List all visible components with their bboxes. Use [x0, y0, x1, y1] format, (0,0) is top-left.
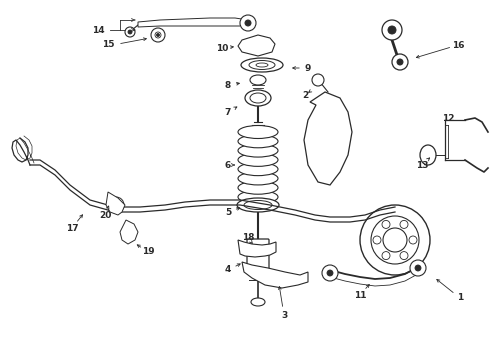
Circle shape	[312, 74, 324, 86]
Circle shape	[409, 236, 417, 244]
Text: 15: 15	[102, 40, 114, 49]
Text: 20: 20	[99, 211, 111, 220]
Ellipse shape	[241, 58, 283, 72]
Circle shape	[382, 220, 390, 228]
Circle shape	[245, 20, 251, 26]
Ellipse shape	[238, 135, 278, 148]
Text: 4: 4	[225, 266, 231, 275]
Circle shape	[327, 270, 333, 276]
Text: 3: 3	[281, 310, 287, 320]
Circle shape	[322, 265, 338, 281]
Ellipse shape	[249, 269, 267, 277]
Ellipse shape	[256, 63, 268, 67]
Circle shape	[125, 27, 135, 37]
FancyBboxPatch shape	[247, 239, 269, 271]
Circle shape	[151, 28, 165, 42]
Text: 8: 8	[225, 81, 231, 90]
Text: 19: 19	[142, 248, 154, 256]
Text: 11: 11	[354, 291, 366, 300]
Circle shape	[397, 59, 403, 65]
Circle shape	[126, 229, 132, 235]
Polygon shape	[120, 220, 138, 244]
Ellipse shape	[251, 298, 265, 306]
Text: 7: 7	[225, 108, 231, 117]
Polygon shape	[304, 92, 352, 185]
Ellipse shape	[245, 90, 271, 106]
Text: 5: 5	[225, 207, 231, 216]
Circle shape	[388, 26, 396, 34]
Circle shape	[373, 236, 381, 244]
Ellipse shape	[237, 198, 279, 212]
Circle shape	[371, 216, 419, 264]
Text: 14: 14	[92, 26, 104, 35]
Circle shape	[122, 225, 136, 239]
Text: 6: 6	[225, 161, 231, 170]
Ellipse shape	[238, 190, 278, 203]
Circle shape	[108, 197, 124, 213]
Text: 10: 10	[216, 44, 228, 53]
Text: 9: 9	[305, 63, 311, 72]
Ellipse shape	[238, 126, 278, 139]
Circle shape	[155, 32, 161, 38]
Polygon shape	[238, 240, 276, 257]
Text: 18: 18	[242, 234, 254, 243]
Circle shape	[360, 205, 430, 275]
Circle shape	[128, 30, 132, 34]
Polygon shape	[106, 192, 125, 215]
Circle shape	[410, 260, 426, 276]
Text: 13: 13	[416, 161, 428, 170]
Circle shape	[382, 252, 390, 260]
Text: 2: 2	[302, 90, 308, 99]
Polygon shape	[238, 35, 275, 56]
Text: 17: 17	[66, 224, 78, 233]
Ellipse shape	[238, 144, 278, 157]
Circle shape	[415, 265, 421, 271]
Text: 1: 1	[457, 293, 463, 302]
Ellipse shape	[238, 153, 278, 166]
Polygon shape	[138, 18, 248, 27]
Ellipse shape	[238, 172, 278, 185]
Circle shape	[400, 220, 408, 228]
Ellipse shape	[238, 163, 278, 176]
Circle shape	[400, 252, 408, 260]
Polygon shape	[242, 262, 308, 288]
Ellipse shape	[244, 201, 272, 210]
Ellipse shape	[250, 93, 266, 103]
Circle shape	[392, 54, 408, 70]
Ellipse shape	[249, 60, 275, 69]
Circle shape	[383, 228, 407, 252]
Circle shape	[382, 20, 402, 40]
Ellipse shape	[420, 145, 436, 165]
Ellipse shape	[238, 181, 278, 194]
Ellipse shape	[250, 75, 266, 85]
Circle shape	[156, 33, 160, 36]
Text: 12: 12	[442, 113, 454, 122]
Circle shape	[240, 15, 256, 31]
Text: 16: 16	[452, 41, 464, 50]
